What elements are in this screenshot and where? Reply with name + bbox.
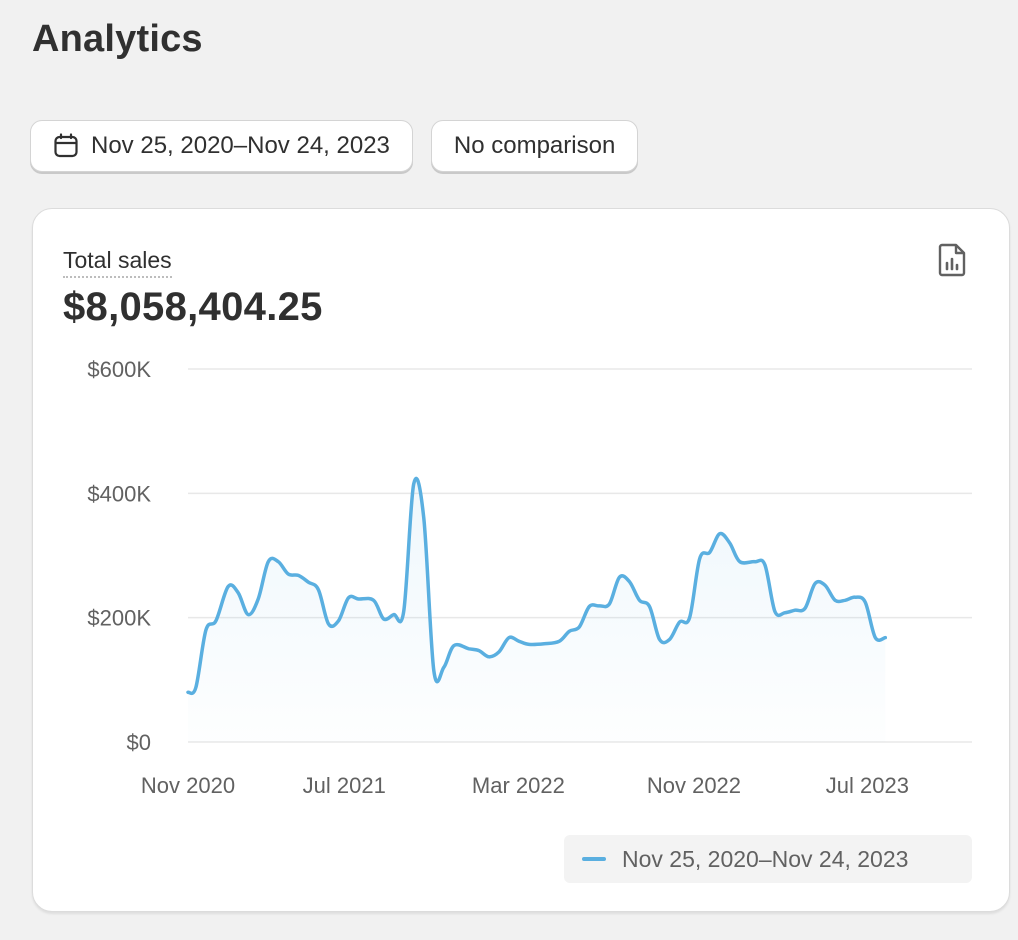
metric-label[interactable]: Total sales [63, 247, 172, 278]
comparison-button[interactable]: No comparison [430, 120, 639, 172]
x-tick-label: Nov 2022 [647, 773, 741, 798]
y-tick-label: $400K [87, 481, 151, 506]
page-title: Analytics [32, 18, 203, 60]
x-tick-label: Mar 2022 [472, 773, 565, 798]
y-tick-label: $200K [87, 606, 151, 631]
x-tick-label: Nov 2020 [141, 773, 235, 798]
series-line[interactable] [186, 476, 888, 696]
total-sales-card: Total sales $8,058,404.25 $600K $400K $200… [32, 208, 1010, 912]
toolbar: Nov 25, 2020–Nov 24, 2023 No comparison [30, 120, 639, 172]
metric-value: $8,058,404.25 [63, 285, 323, 329]
legend-swatch [582, 857, 606, 861]
date-range-button[interactable]: Nov 25, 2020–Nov 24, 2023 [30, 120, 413, 172]
legend-label: Nov 25, 2020–Nov 24, 2023 [622, 845, 909, 872]
calendar-icon [54, 133, 78, 158]
y-tick-label: $600K [87, 357, 151, 382]
comparison-label: No comparison [453, 132, 616, 159]
chart-report-icon[interactable] [937, 243, 967, 277]
series-area [188, 478, 886, 742]
y-tick-label: $0 [127, 730, 151, 755]
date-range-label: Nov 25, 2020–Nov 24, 2023 [91, 132, 390, 159]
x-tick-label: Jul 2021 [303, 773, 386, 798]
chart-legend: Nov 25, 2020–Nov 24, 2023 [564, 835, 972, 883]
x-tick-label: Jul 2023 [826, 773, 909, 798]
sales-chart: $600K $400K $200K $0 Nov 2020 Jul 2021 Mar 202… [87, 357, 972, 798]
